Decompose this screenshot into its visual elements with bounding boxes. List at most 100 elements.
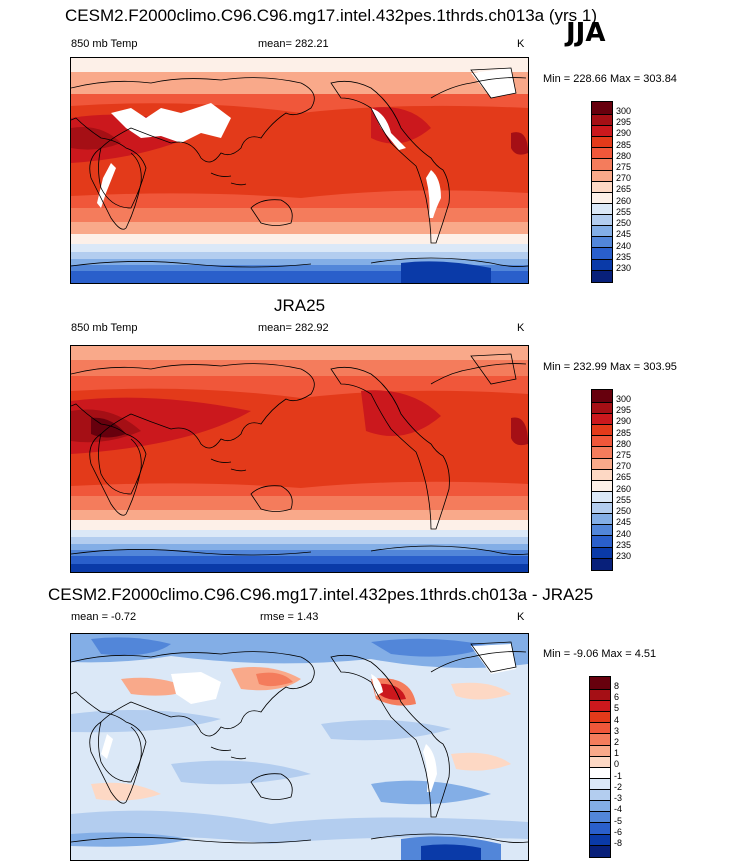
- panel3-swatch-1: [590, 689, 610, 700]
- panel3-map-field: [71, 634, 528, 860]
- panel1-tick-label: 295: [616, 117, 632, 127]
- panel3-tick-label: -5: [614, 816, 623, 826]
- panel1-swatch-9: [592, 203, 612, 214]
- panel1-swatch-4: [592, 147, 612, 158]
- panel1-swatch-10: [592, 214, 612, 225]
- panel2-map: [70, 345, 529, 573]
- panel2-variable-label: 850 mb Temp: [71, 322, 138, 334]
- panel3-tick-label: 6: [614, 692, 620, 702]
- panel3-swatch-2: [590, 700, 610, 711]
- panel3-swatch-6: [590, 745, 610, 756]
- panel3-colorbar: [589, 676, 611, 858]
- panel2-swatch-1: [592, 402, 612, 413]
- panel2-title: JRA25: [274, 296, 326, 315]
- panel2-tick-label: 290: [616, 416, 632, 426]
- panel2-swatch-3: [592, 424, 612, 435]
- panel2-swatch-5: [592, 446, 612, 458]
- panel2-tick-label: 270: [616, 461, 632, 471]
- panel3-rmse-label: rmse = 1.43: [260, 611, 319, 623]
- panel1-swatch-14: [592, 259, 612, 270]
- panel1-swatch-1: [592, 114, 612, 125]
- panel1-swatch-15: [592, 270, 612, 282]
- panel2-swatch-4: [592, 435, 612, 446]
- panel3-tick-label: 0: [614, 759, 620, 769]
- panel3-map: [70, 633, 529, 861]
- panel3-tick-label: -4: [614, 804, 623, 814]
- panel2-minmax-label: Min = 232.99 Max = 303.95: [543, 361, 677, 373]
- panel1-minmax-label: Min = 228.66 Max = 303.84: [543, 73, 677, 85]
- panel2-tick-label: 240: [616, 529, 632, 539]
- panel3-swatch-15: [590, 845, 610, 857]
- panel2-tick-label: 250: [616, 506, 632, 516]
- panel3-swatch-4: [590, 722, 610, 733]
- panel1-swatch-5: [592, 158, 612, 170]
- panel3-swatch-5: [590, 733, 610, 745]
- panel2-swatch-0: [592, 390, 612, 402]
- panel1-mean-label: mean= 282.21: [258, 38, 329, 50]
- panel1-tick-label: 275: [616, 162, 632, 172]
- panel3-swatch-11: [590, 800, 610, 811]
- panel3-tick-label: 3: [614, 726, 620, 736]
- panel3-units-label: K: [517, 611, 525, 623]
- panel3-tick-label: -3: [614, 793, 623, 803]
- panel2-tick-label: 300: [616, 394, 632, 404]
- panel3-swatch-7: [590, 756, 610, 767]
- panel3-tick-label: 2: [614, 737, 620, 747]
- panel1-swatch-0: [592, 102, 612, 114]
- panel2-tick-label: 295: [616, 405, 632, 415]
- panel3-title: CESM2.F2000climo.C96.C96.mg17.intel.432p…: [48, 585, 594, 604]
- panel2-tick-label: 255: [616, 495, 632, 505]
- panel1-tick-label: 280: [616, 151, 632, 161]
- panel2-swatch-2: [592, 413, 612, 424]
- panel2-swatch-12: [592, 524, 612, 535]
- panel3-swatch-0: [590, 677, 610, 689]
- panel2-swatch-11: [592, 513, 612, 524]
- panel1-swatch-3: [592, 136, 612, 147]
- panel3-tick-label: -8: [614, 838, 623, 848]
- panel3-swatch-9: [590, 778, 610, 789]
- panel2-swatch-6: [592, 458, 612, 469]
- panel1-swatch-2: [592, 125, 612, 136]
- panel1-tick-label: 240: [616, 241, 632, 251]
- panel2-tick-label: 260: [616, 484, 632, 494]
- panel2-swatch-10: [592, 502, 612, 513]
- panel1-swatch-7: [592, 181, 612, 192]
- season-label: JJA: [566, 18, 606, 48]
- panel1-title: CESM2.F2000climo.C96.C96.mg17.intel.432p…: [65, 6, 597, 25]
- panel2-map-field: [71, 346, 528, 572]
- panel3-tick-label: -6: [614, 827, 623, 837]
- panel1-map: [70, 57, 529, 284]
- panel1-tick-label: 255: [616, 207, 632, 217]
- panel3-swatch-3: [590, 711, 610, 722]
- panel1-units-label: K: [517, 38, 525, 50]
- panel2-mean-label: mean= 282.92: [258, 322, 329, 334]
- panel1-map-field: [71, 58, 528, 283]
- panel1-tick-label: 260: [616, 196, 632, 206]
- panel1-tick-label: 235: [616, 252, 632, 262]
- panel1-tick-label: 270: [616, 173, 632, 183]
- panel1-variable-label: 850 mb Temp: [71, 38, 138, 50]
- panel2-swatch-14: [592, 547, 612, 558]
- panel1-swatch-11: [592, 225, 612, 236]
- panel3-tick-label: 4: [614, 715, 620, 725]
- panel3-tick-label: 1: [614, 748, 620, 758]
- panel2-swatch-9: [592, 491, 612, 502]
- panel2-tick-label: 245: [616, 517, 632, 527]
- panel1-tick-label: 265: [616, 184, 632, 194]
- panel1-swatch-13: [592, 247, 612, 259]
- panel1-tick-label: 250: [616, 218, 632, 228]
- panel1-colorbar: [591, 101, 613, 283]
- panel2-tick-label: 230: [616, 551, 632, 561]
- panel3-swatch-14: [590, 834, 610, 845]
- panel3-tick-label: 5: [614, 703, 620, 713]
- panel1-tick-label: 300: [616, 106, 632, 116]
- panel1-tick-label: 245: [616, 229, 632, 239]
- panel3-tick-label: -1: [614, 771, 623, 781]
- panel2-tick-label: 280: [616, 439, 632, 449]
- panel1-swatch-12: [592, 236, 612, 247]
- panel2-tick-label: 265: [616, 472, 632, 482]
- panel3-swatch-10: [590, 789, 610, 800]
- panel2-swatch-7: [592, 469, 612, 480]
- panel3-tick-label: -2: [614, 782, 623, 792]
- panel3-swatch-13: [590, 822, 610, 834]
